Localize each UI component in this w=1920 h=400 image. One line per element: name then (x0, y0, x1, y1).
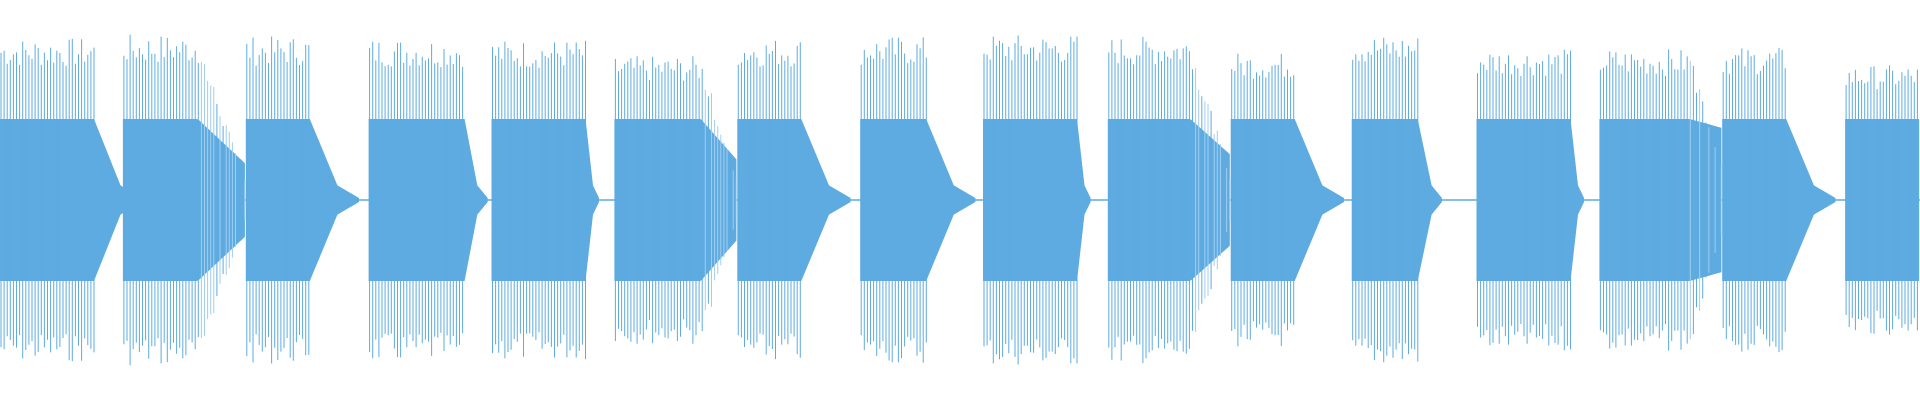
waveform-segment (860, 37, 976, 363)
waveform-segment (1351, 37, 1442, 363)
waveform-segment (0, 38, 143, 362)
waveform-segment (368, 41, 488, 359)
waveform-segment (1476, 49, 1584, 351)
waveform-segment (737, 40, 851, 360)
waveform-segment (245, 36, 359, 364)
waveform-body (1107, 119, 1230, 281)
waveform-segment (491, 40, 599, 360)
waveform-body (1599, 119, 1722, 281)
waveform-segment (1107, 36, 1231, 364)
waveform-segment (983, 35, 1091, 365)
waveform-segment (1599, 49, 1722, 351)
waveform-segment (1722, 47, 1836, 353)
waveform-body (1845, 119, 1920, 281)
waveform-segment (122, 34, 246, 366)
waveform-body (614, 119, 737, 281)
waveform-segments (0, 34, 1920, 366)
waveform-segment (614, 56, 737, 344)
waveform-segment (1845, 65, 1920, 335)
waveform-segment (1230, 53, 1344, 347)
waveform-body (122, 119, 245, 281)
